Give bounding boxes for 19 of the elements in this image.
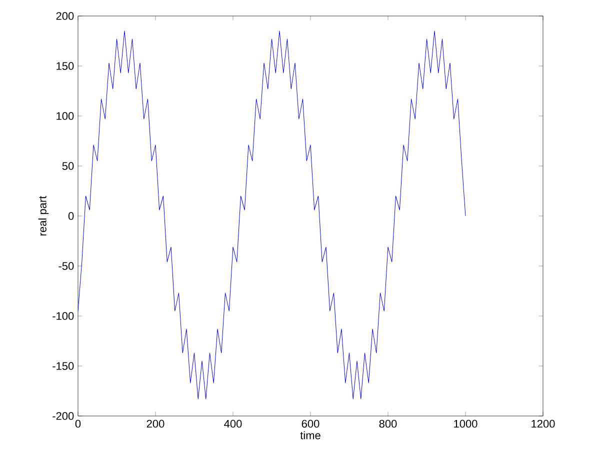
- y-axis-title: real part: [38, 196, 49, 236]
- x-tick-label: 1000: [454, 420, 478, 428]
- x-tick-label: 0: [75, 420, 81, 428]
- y-tick-label: -100: [52, 312, 74, 320]
- y-tick-label: -200: [52, 412, 74, 420]
- x-axis-title: time: [300, 431, 320, 440]
- x-tick-label: 1200: [532, 420, 555, 428]
- x-tick-label: 600: [302, 420, 320, 428]
- x-tick-label: 400: [224, 420, 242, 428]
- x-tick-label: 800: [379, 420, 397, 428]
- y-tick-label: 100: [56, 112, 74, 120]
- y-tick-label: -150: [52, 362, 74, 370]
- x-tick-label: 200: [146, 420, 164, 428]
- line-series: [78, 30, 466, 400]
- y-tick-label: 200: [56, 12, 74, 20]
- y-tick-label: -50: [58, 262, 74, 270]
- y-tick-label: 0: [68, 212, 74, 220]
- y-tick-label: 150: [56, 62, 74, 70]
- y-tick-label: 50: [62, 162, 74, 170]
